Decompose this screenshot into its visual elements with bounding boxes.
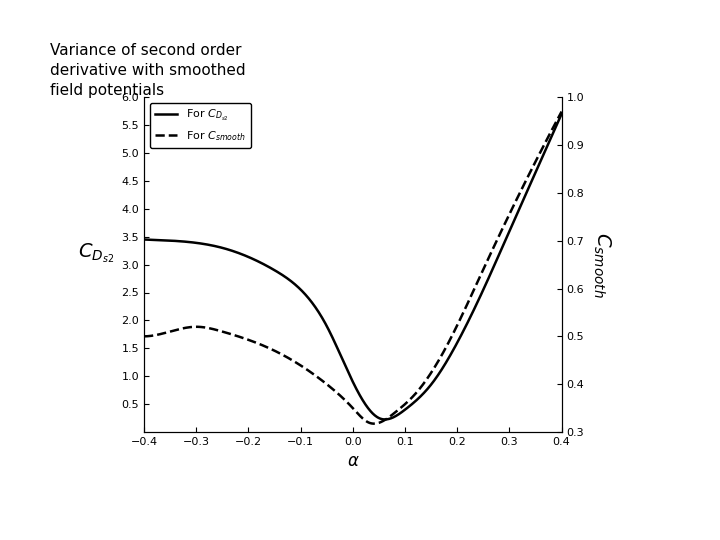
Legend: For $C_{D_{s2}}$, For $C_{smooth}$: For $C_{D_{s2}}$, For $C_{smooth}$	[150, 103, 251, 148]
For $C_{smooth}$	[369, 421, 378, 427]
For $C_{smooth}$	[309, 370, 318, 377]
For $C_{D_{s2}}$	[427, 381, 436, 388]
For $C_{smooth}$	[182, 325, 191, 331]
Text: Variance of second order
derivative with smoothed
field potentials: Variance of second order derivative with…	[50, 43, 246, 98]
For $C_{D_{s2}}$	[473, 299, 482, 305]
Line: For $C_{smooth}$: For $C_{smooth}$	[144, 112, 562, 424]
For $C_{smooth}$	[466, 295, 474, 301]
For $C_{D_{s2}}$	[140, 237, 148, 243]
Line: For $C_{D_{s2}}$: For $C_{D_{s2}}$	[144, 114, 562, 420]
For $C_{smooth}$	[473, 279, 482, 285]
For $C_{D_{s2}}$	[466, 314, 474, 321]
For $C_{smooth}$	[557, 109, 566, 115]
X-axis label: α: α	[347, 453, 359, 470]
For $C_{smooth}$	[140, 333, 148, 340]
Y-axis label: $C_{smooth}$: $C_{smooth}$	[590, 232, 612, 298]
For $C_{D_{s2}}$	[380, 416, 389, 423]
For $C_{D_{s2}}$	[323, 325, 332, 332]
For $C_{D_{s2}}$	[557, 111, 566, 117]
For $C_{smooth}$	[427, 369, 436, 376]
For $C_{D_{s2}}$	[182, 239, 191, 245]
For $C_{D_{s2}}$	[309, 301, 318, 307]
For $C_{smooth}$	[323, 382, 332, 388]
Y-axis label: $C_{D_{s2}}$: $C_{D_{s2}}$	[78, 241, 114, 265]
